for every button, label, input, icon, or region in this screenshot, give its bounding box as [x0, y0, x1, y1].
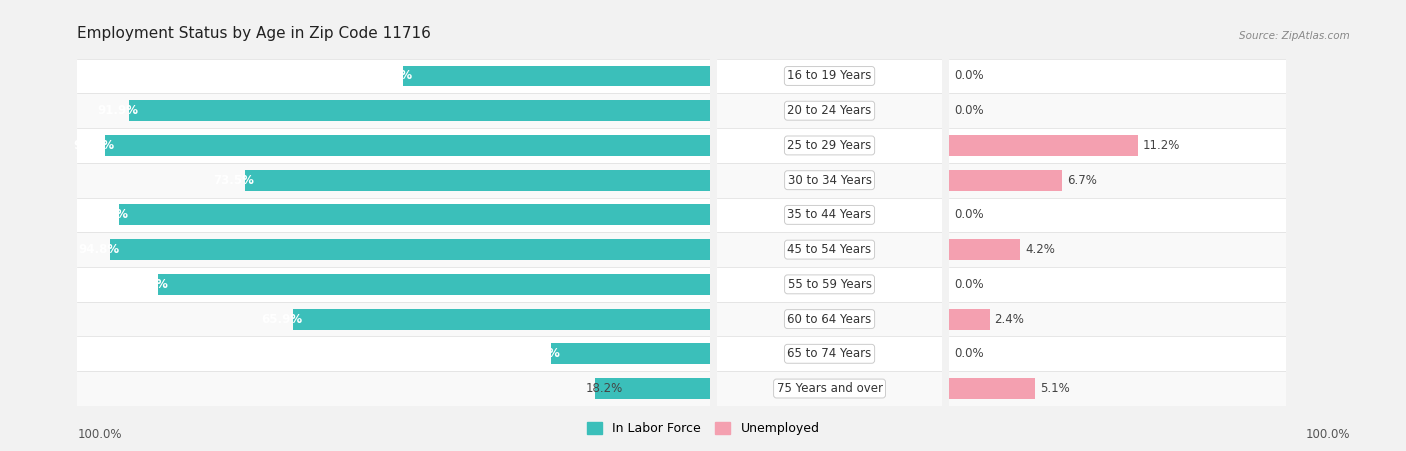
- Text: 0.0%: 0.0%: [955, 208, 984, 221]
- Bar: [949, 135, 1137, 156]
- Bar: [77, 371, 710, 406]
- Bar: [245, 170, 710, 191]
- Text: 65 to 74 Years: 65 to 74 Years: [787, 347, 872, 360]
- Bar: [949, 128, 1286, 163]
- Bar: [292, 308, 710, 330]
- Text: 5.1%: 5.1%: [1040, 382, 1070, 395]
- Text: 100.0%: 100.0%: [77, 428, 122, 442]
- Text: 65.9%: 65.9%: [262, 313, 302, 326]
- Bar: [159, 274, 710, 295]
- Bar: [717, 336, 942, 371]
- Text: 11.2%: 11.2%: [1143, 139, 1181, 152]
- Bar: [77, 198, 710, 232]
- Text: 95.6%: 95.6%: [73, 139, 115, 152]
- Bar: [717, 59, 942, 93]
- Bar: [77, 302, 710, 336]
- Bar: [949, 59, 1286, 93]
- Bar: [551, 343, 710, 364]
- Text: 0.0%: 0.0%: [955, 278, 984, 291]
- Text: 87.2%: 87.2%: [127, 278, 167, 291]
- Bar: [949, 267, 1286, 302]
- Text: 25.2%: 25.2%: [519, 347, 560, 360]
- Bar: [949, 378, 1035, 399]
- Text: 60 to 64 Years: 60 to 64 Years: [787, 313, 872, 326]
- Text: 2.4%: 2.4%: [994, 313, 1025, 326]
- Text: 30 to 34 Years: 30 to 34 Years: [787, 174, 872, 187]
- Text: 4.2%: 4.2%: [1025, 243, 1054, 256]
- Bar: [949, 239, 1019, 260]
- Bar: [717, 128, 942, 163]
- Text: 94.8%: 94.8%: [79, 243, 120, 256]
- Text: 16 to 19 Years: 16 to 19 Years: [787, 69, 872, 83]
- Bar: [949, 93, 1286, 128]
- Bar: [717, 163, 942, 198]
- Bar: [77, 336, 710, 371]
- Bar: [120, 204, 710, 226]
- Text: Source: ZipAtlas.com: Source: ZipAtlas.com: [1239, 31, 1350, 41]
- Text: 91.9%: 91.9%: [97, 104, 138, 117]
- Text: 20 to 24 Years: 20 to 24 Years: [787, 104, 872, 117]
- Bar: [77, 128, 710, 163]
- Text: 75 Years and over: 75 Years and over: [776, 382, 883, 395]
- Text: 55 to 59 Years: 55 to 59 Years: [787, 278, 872, 291]
- Text: 100.0%: 100.0%: [1305, 428, 1350, 442]
- Bar: [949, 170, 1062, 191]
- Bar: [717, 267, 942, 302]
- Text: 0.0%: 0.0%: [955, 347, 984, 360]
- Bar: [949, 308, 990, 330]
- Legend: In Labor Force, Unemployed: In Labor Force, Unemployed: [582, 417, 824, 440]
- Text: Employment Status by Age in Zip Code 11716: Employment Status by Age in Zip Code 117…: [77, 26, 432, 41]
- Text: 73.5%: 73.5%: [214, 174, 254, 187]
- Text: 35 to 44 Years: 35 to 44 Years: [787, 208, 872, 221]
- Bar: [717, 232, 942, 267]
- Bar: [77, 267, 710, 302]
- Text: 6.7%: 6.7%: [1067, 174, 1097, 187]
- Text: 93.4%: 93.4%: [87, 208, 128, 221]
- Bar: [949, 371, 1286, 406]
- Bar: [949, 232, 1286, 267]
- Bar: [77, 93, 710, 128]
- Text: 25 to 29 Years: 25 to 29 Years: [787, 139, 872, 152]
- Bar: [128, 100, 710, 121]
- Text: 45 to 54 Years: 45 to 54 Years: [787, 243, 872, 256]
- Bar: [949, 302, 1286, 336]
- Bar: [77, 163, 710, 198]
- Bar: [949, 198, 1286, 232]
- Text: 0.0%: 0.0%: [955, 69, 984, 83]
- Bar: [717, 371, 942, 406]
- Bar: [110, 239, 710, 260]
- Bar: [949, 336, 1286, 371]
- Bar: [105, 135, 710, 156]
- Text: 0.0%: 0.0%: [955, 104, 984, 117]
- Bar: [77, 232, 710, 267]
- Text: 48.5%: 48.5%: [371, 69, 413, 83]
- Bar: [717, 93, 942, 128]
- Bar: [404, 65, 710, 87]
- Bar: [717, 198, 942, 232]
- Bar: [595, 378, 710, 399]
- Bar: [77, 59, 710, 93]
- Bar: [949, 163, 1286, 198]
- Text: 18.2%: 18.2%: [585, 382, 623, 395]
- Bar: [717, 302, 942, 336]
